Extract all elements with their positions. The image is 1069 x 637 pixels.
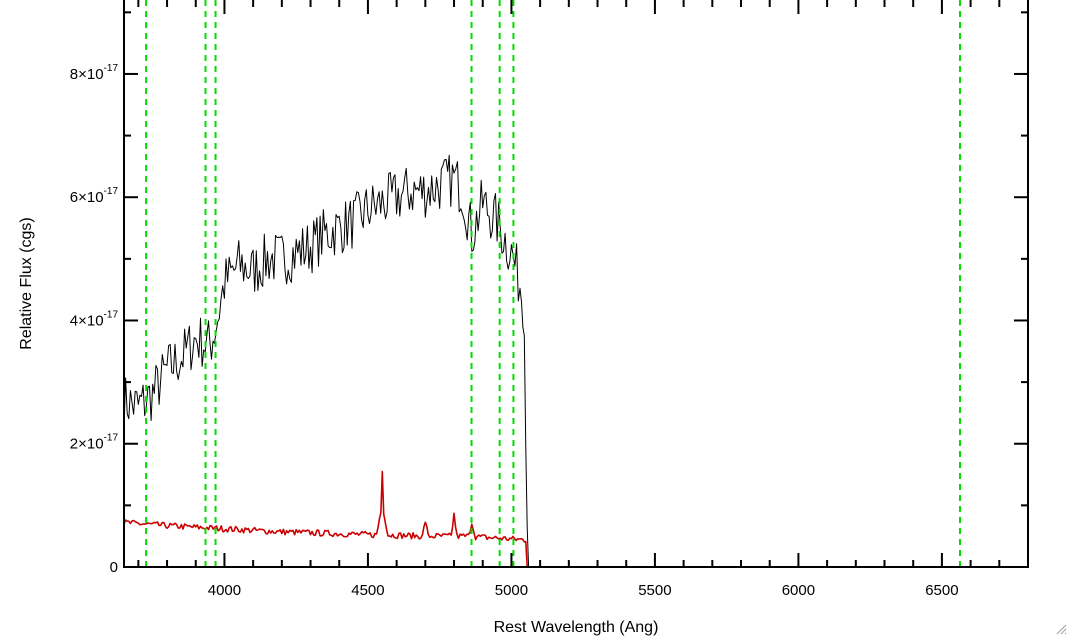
spectrum-series-line	[123, 154, 1028, 568]
y-tick-label: 4×10-17	[70, 309, 119, 329]
x-tick-label: 6500	[925, 582, 958, 599]
emission-marker-lines	[145, 0, 961, 567]
y-tick-label: 6×10-17	[70, 186, 119, 206]
resize-grip-icon[interactable]	[1055, 623, 1067, 635]
plot-lines-layer	[123, 154, 1028, 568]
y-tick-label: 0	[110, 559, 118, 576]
x-axis-title: Rest Wavelength (Ang)	[494, 619, 659, 636]
x-tick-label: 4000	[208, 582, 241, 599]
x-tick-label: 4500	[351, 582, 384, 599]
y-axis-title: Relative Flux (cgs)	[18, 217, 35, 349]
plot-frame	[123, 0, 1029, 568]
x-tick-labels: 4000 4500 5000 5500 6000 6500	[208, 582, 959, 599]
y-tick-labels: 0 2×10-17 4×10-17 6×10-17 8×10-17	[70, 63, 119, 576]
y-tick-label: 8×10-17	[70, 63, 119, 83]
y-tick-label: 2×10-17	[70, 433, 119, 453]
x-tick-label: 6000	[782, 582, 815, 599]
x-tick-label: 5000	[495, 582, 528, 599]
axis-ticks	[124, 0, 1029, 568]
spectrum-series-line	[123, 470, 1028, 568]
x-tick-label: 5500	[638, 582, 671, 599]
